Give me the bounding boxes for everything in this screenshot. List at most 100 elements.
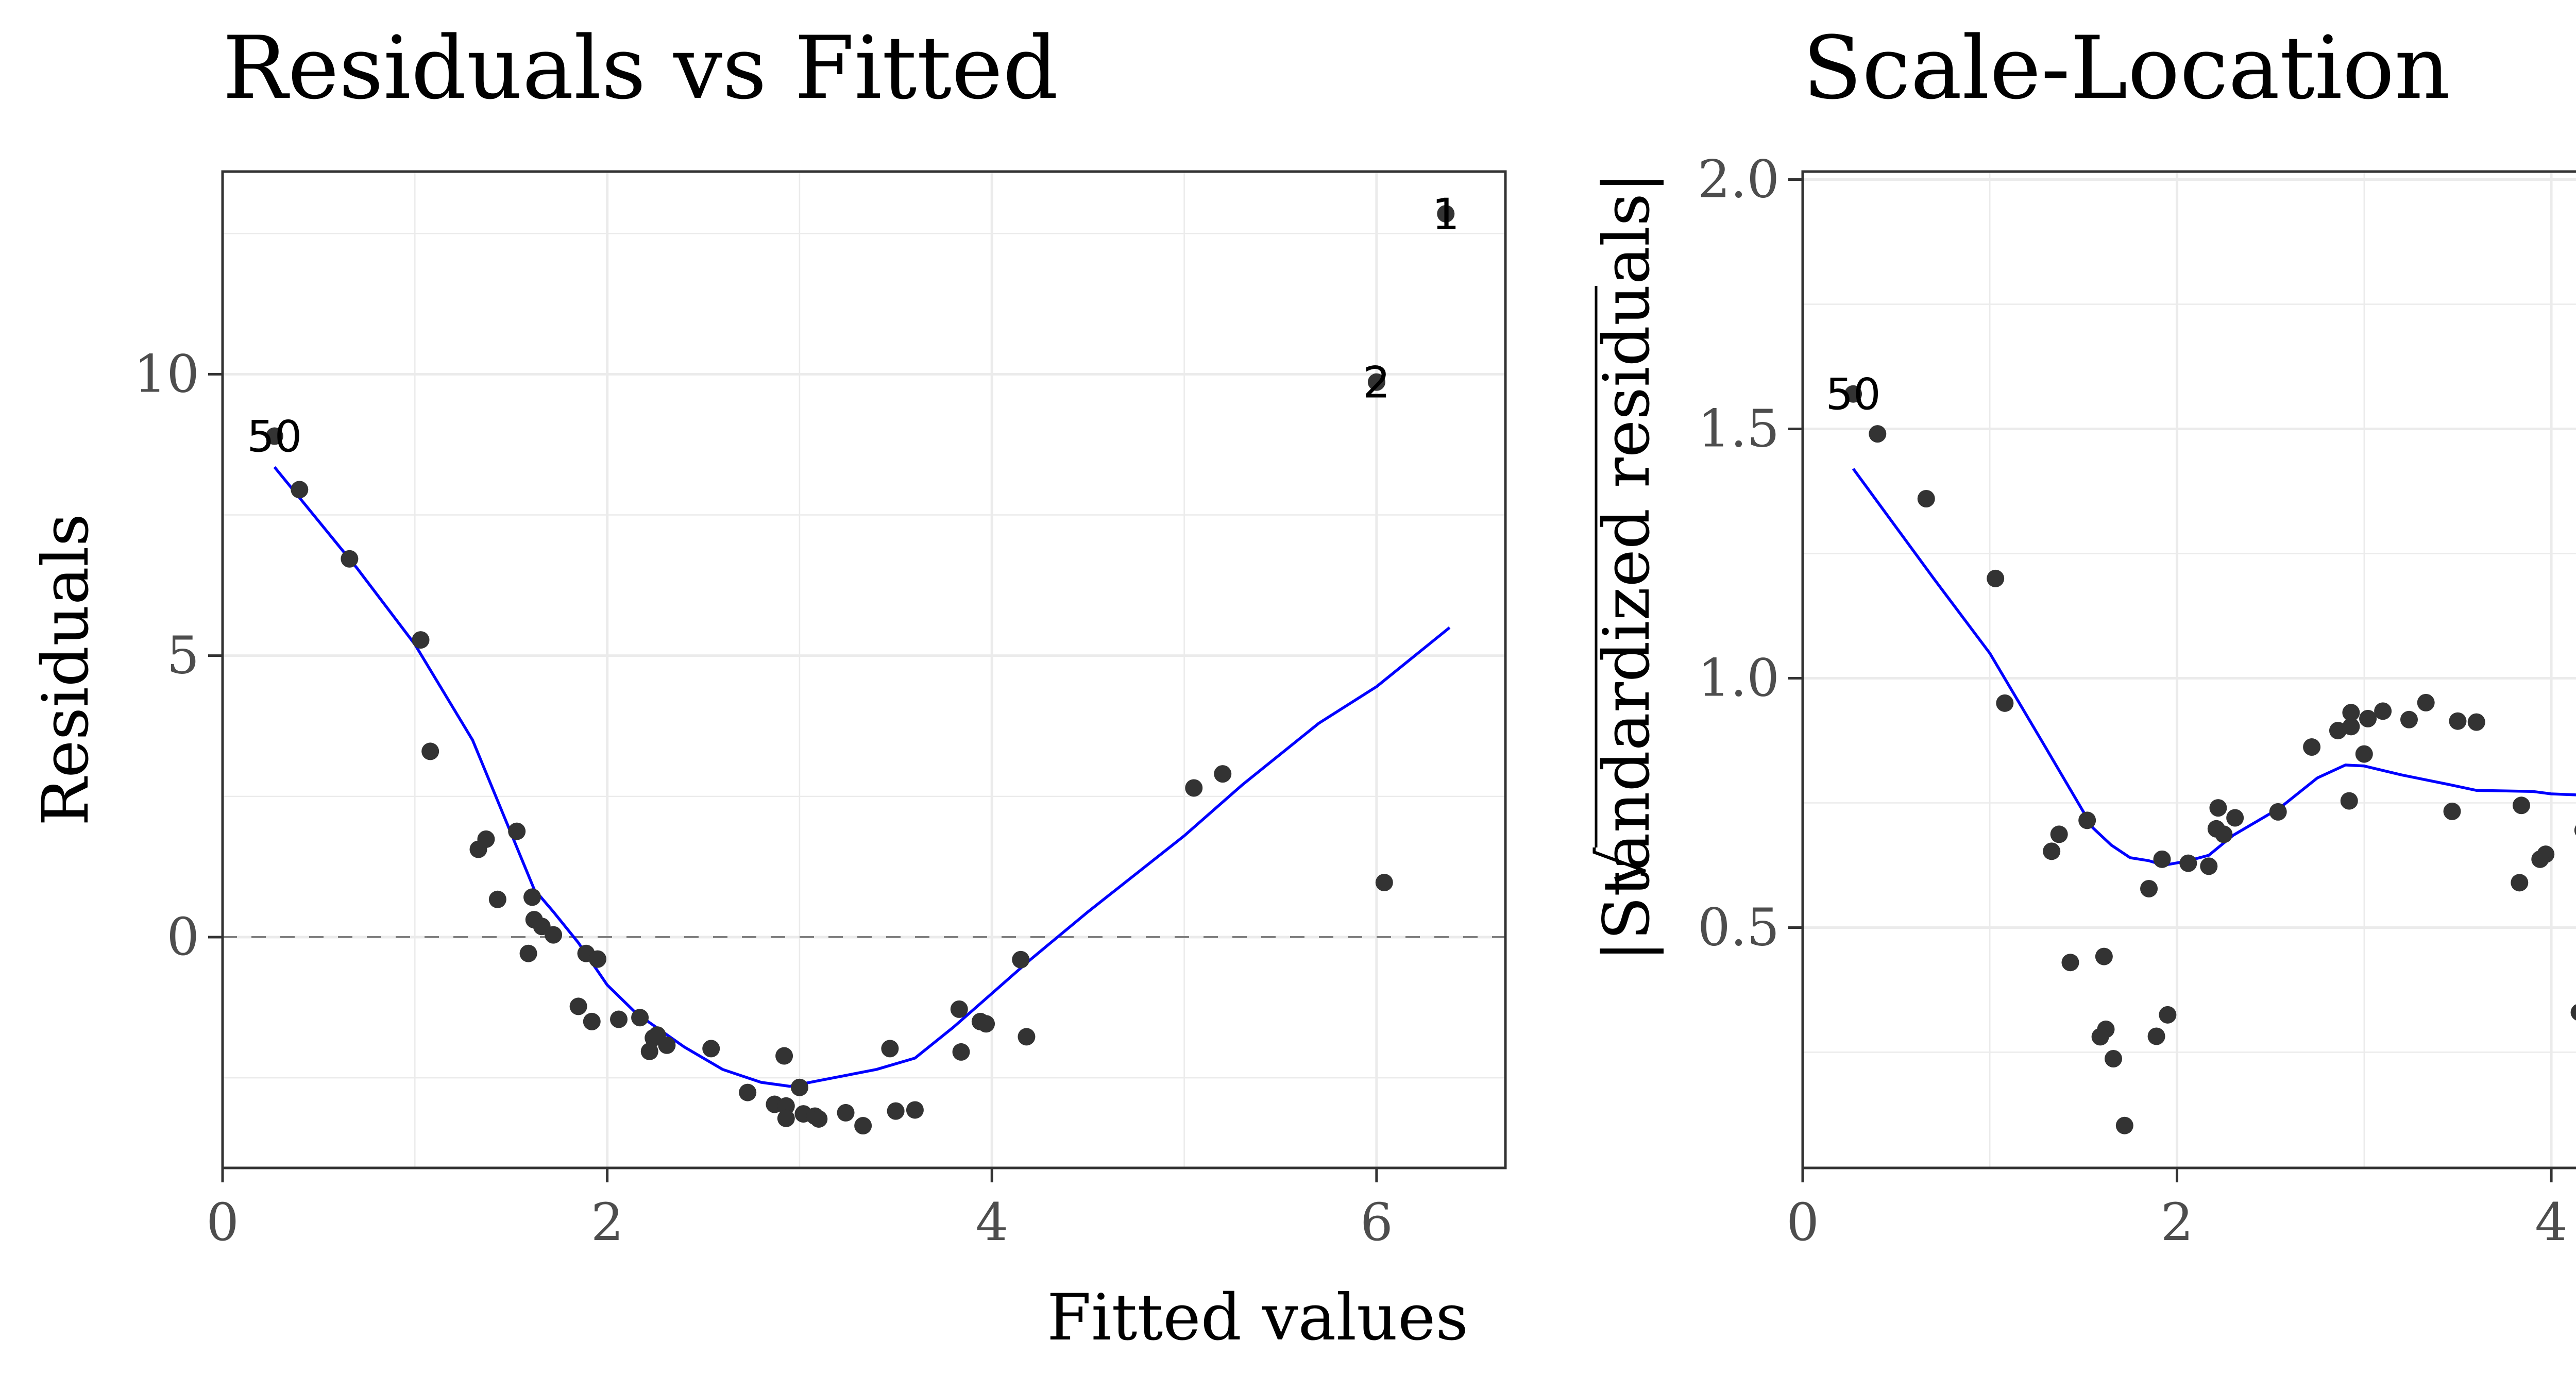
points-group (265, 205, 1455, 1135)
y-axis-ticks: 0 5 10 (134, 344, 223, 967)
data-point (777, 1109, 795, 1127)
data-point (488, 890, 506, 908)
data-point (2443, 802, 2461, 820)
data-point (2269, 803, 2287, 821)
x-tick-label: 4 (2535, 1192, 2568, 1252)
data-point (2400, 710, 2418, 728)
point-label: 50 (1826, 369, 1881, 420)
data-point (2140, 879, 2158, 897)
data-point (569, 997, 587, 1015)
data-point (2342, 704, 2360, 722)
data-point (2115, 1116, 2133, 1134)
panel-border (1801, 170, 2576, 1169)
data-point (977, 1015, 995, 1033)
x-axis-title: Fitted values (1047, 1281, 1468, 1355)
data-point (837, 1104, 855, 1122)
point-label: 2 (1363, 358, 1390, 408)
data-point (2340, 792, 2358, 810)
data-point (739, 1083, 757, 1101)
point-label: 50 (247, 412, 302, 462)
data-point (2209, 799, 2227, 817)
data-point (631, 1009, 649, 1027)
data-point (519, 944, 537, 962)
y-axis-ticks: 0.5 1.0 1.5 2.0 (1698, 149, 1803, 957)
data-point (810, 1110, 828, 1128)
y-tick-label: 10 (134, 344, 199, 404)
data-point (777, 1097, 795, 1115)
data-point (2359, 709, 2377, 727)
data-point (1917, 489, 1935, 507)
data-point (477, 830, 495, 848)
data-point (2061, 954, 2079, 972)
data-point (2078, 811, 2096, 829)
residuals-vs-fitted-panel: Residuals vs Fitted 1 2 50 0 2 4 6 0 5 10 Fitte… (29, 18, 1507, 1355)
data-point (2226, 809, 2244, 827)
data-point (2147, 1027, 2165, 1045)
data-point (1185, 779, 1203, 797)
data-point (906, 1101, 924, 1119)
data-point (1375, 874, 1393, 892)
data-point (2200, 857, 2218, 875)
data-point (412, 631, 430, 649)
y-tick-label: 2.0 (1698, 149, 1780, 209)
data-point (1367, 373, 1385, 391)
data-point (523, 888, 541, 906)
data-point (702, 1040, 720, 1058)
data-point (2153, 850, 2171, 868)
x-tick-label: 2 (591, 1192, 624, 1252)
data-point (2417, 693, 2435, 711)
data-point (2095, 947, 2113, 965)
loess-smooth-line (1852, 468, 2576, 867)
panel-border (221, 170, 1507, 1169)
data-point (2179, 854, 2197, 872)
data-point (790, 1078, 808, 1096)
data-point (950, 1000, 968, 1018)
data-point (508, 822, 526, 840)
data-point (588, 950, 606, 968)
data-point (658, 1036, 676, 1054)
y-tick-label: 5 (166, 625, 199, 686)
data-point (2374, 702, 2392, 720)
data-point (2355, 745, 2373, 763)
sqrt-symbol: √ (1586, 847, 1660, 888)
data-point (583, 1012, 601, 1030)
data-point (1214, 765, 1232, 783)
x-tick-label: 4 (975, 1192, 1008, 1252)
x-tick-label: 2 (2161, 1192, 2194, 1252)
data-point (854, 1117, 872, 1135)
data-point (2342, 718, 2360, 736)
gridlines (221, 172, 1505, 1168)
data-point (887, 1102, 905, 1120)
point-labels-group: 1 2 50 (247, 189, 1460, 462)
data-point (2511, 874, 2529, 892)
data-point (2050, 825, 2068, 843)
x-tick-label: 0 (206, 1192, 239, 1252)
data-point (2043, 842, 2061, 860)
data-point (1012, 951, 1030, 969)
points-group (1844, 385, 2576, 1134)
y-tick-label: 0 (166, 907, 199, 967)
data-point (2215, 825, 2233, 843)
loess-smooth-line (273, 466, 1451, 1088)
data-point (421, 742, 439, 760)
smooth-line-group (1852, 468, 2576, 867)
data-point (291, 481, 309, 499)
data-point (2159, 1006, 2177, 1024)
y-tick-label: 1.0 (1698, 648, 1780, 708)
gridlines (1801, 172, 2576, 1168)
data-point (2512, 796, 2530, 815)
data-point (610, 1010, 628, 1028)
data-point (545, 926, 563, 944)
point-label: 1 (1432, 189, 1460, 240)
data-point (2303, 738, 2321, 756)
data-point (1869, 425, 1887, 443)
y-tick-label: 0.5 (1698, 897, 1780, 957)
data-point (952, 1043, 970, 1061)
data-point (2570, 1004, 2576, 1021)
data-point (1844, 385, 1862, 403)
data-point (2105, 1050, 2123, 1068)
